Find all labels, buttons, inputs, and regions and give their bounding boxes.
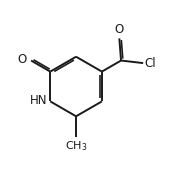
Text: O: O: [18, 53, 27, 66]
Text: HN: HN: [30, 94, 48, 107]
Text: Cl: Cl: [144, 57, 156, 70]
Text: CH$_3$: CH$_3$: [65, 139, 87, 153]
Text: O: O: [115, 23, 124, 36]
